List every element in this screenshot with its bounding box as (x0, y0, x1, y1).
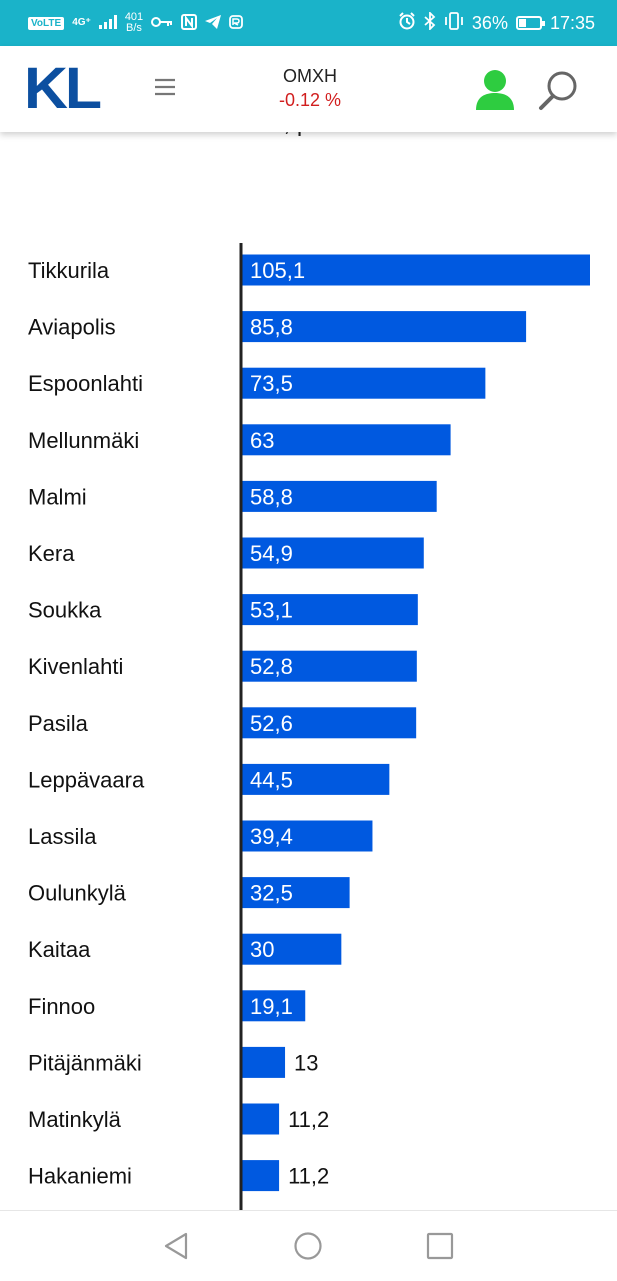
category-label: Pitäjänmäki (28, 1050, 142, 1075)
bar (242, 933, 342, 965)
category-label: Leppävaara (28, 767, 145, 792)
kl-logo[interactable]: KL (24, 56, 102, 121)
app-notification-icon (229, 14, 244, 32)
ticker-change: -0.12 % (278, 90, 342, 110)
battery-fill (518, 19, 527, 27)
bar (242, 763, 390, 795)
system-nav-bar (0, 1210, 617, 1281)
bar (242, 707, 417, 739)
category-label: Kera (28, 541, 75, 566)
value-label: 11,2 (288, 1107, 329, 1132)
value-label: 54,9 (250, 541, 293, 566)
value-label: 39,4 (250, 824, 293, 849)
category-label: Malmi (28, 484, 87, 509)
category-label: Pasila (28, 711, 89, 736)
category-label: Hakaniemi (28, 1164, 132, 1189)
bar (242, 537, 424, 569)
bar (242, 254, 590, 286)
bar (242, 311, 527, 343)
category-label: Finnoo (28, 994, 95, 1019)
value-label: 53,1 (250, 598, 293, 623)
bar (242, 820, 373, 852)
bar-chart: Tikkurila 105,1 Aviapolis 85,8 Espoonlahti 73… (0, 240, 617, 1212)
bar-chart-svg: Tikkurila 105,1 Aviapolis 85,8 Espoonlahti 73… (28, 243, 590, 1210)
telegram-icon (205, 14, 222, 32)
value-label: 105,1 (250, 258, 305, 283)
nfc-icon (181, 13, 198, 33)
user-icon[interactable] (474, 68, 516, 112)
value-label: 13 (294, 1050, 318, 1075)
battery-icon (515, 16, 545, 30)
category-label: Oulunkylä (28, 881, 127, 906)
value-label: 11,2 (288, 1164, 329, 1189)
category-label: Soukka (28, 598, 102, 623)
value-label: 52,8 (250, 654, 293, 679)
category-label: Mellunmäki (28, 428, 139, 453)
category-label: Matinkylä (28, 1107, 122, 1132)
net-speed-value: 401 (124, 11, 144, 23)
category-label: Kivenlahti (28, 654, 123, 679)
net-speed-unit: B/s (126, 22, 142, 34)
category-label: Espoonlahti (28, 371, 143, 396)
value-label: 85,8 (250, 315, 293, 340)
battery-percent: 36% (471, 12, 508, 33)
value-label: 52,6 (250, 711, 293, 736)
status-left: VoLTE 4G⁺ 401 B/s (28, 10, 244, 36)
bar (242, 424, 451, 456)
ticker-name: OMXH (283, 66, 337, 86)
bar (242, 480, 437, 512)
home-icon[interactable] (293, 1231, 323, 1261)
category-label: Lassila (28, 824, 97, 849)
category-label: Kaitaa (28, 937, 91, 962)
value-label: 63 (250, 428, 274, 453)
bluetooth-icon (424, 10, 436, 35)
value-label: 58,8 (250, 484, 293, 509)
app-header: KL OMXH -0.12 % (0, 46, 617, 132)
clock: 17:35 (549, 12, 595, 33)
status-bar: VoLTE 4G⁺ 401 B/s 36% (0, 0, 617, 46)
bar (242, 594, 418, 626)
volte-badge: VoLTE (28, 16, 65, 30)
signal-icon (98, 14, 117, 32)
value-label: 32,5 (250, 881, 293, 906)
search-icon[interactable] (536, 68, 582, 114)
bar (242, 990, 306, 1022)
category-label: Tikkurila (28, 258, 110, 283)
bar (242, 877, 350, 909)
back-icon[interactable] (161, 1231, 191, 1261)
bar (242, 650, 417, 682)
bar (242, 1103, 280, 1135)
value-label: 30 (250, 937, 274, 962)
net-speed: 401 B/s (125, 12, 143, 34)
key-icon (151, 16, 173, 31)
status-right: 36% 17:35 (398, 10, 595, 36)
value-label: 19,1 (250, 994, 293, 1019)
stock-ticker[interactable]: OMXH -0.12 % (270, 66, 350, 111)
vibrate-icon (444, 11, 464, 35)
value-label: 73,5 (250, 371, 293, 396)
network-type: 4G⁺ (72, 17, 91, 28)
bar (242, 367, 486, 399)
alarm-icon (398, 11, 416, 35)
bar (242, 1046, 286, 1078)
recents-icon[interactable] (425, 1231, 455, 1261)
category-label: Aviapolis (28, 315, 116, 340)
menu-icon[interactable] (154, 76, 178, 100)
bar (242, 1160, 280, 1192)
value-label: 44,5 (250, 767, 293, 792)
